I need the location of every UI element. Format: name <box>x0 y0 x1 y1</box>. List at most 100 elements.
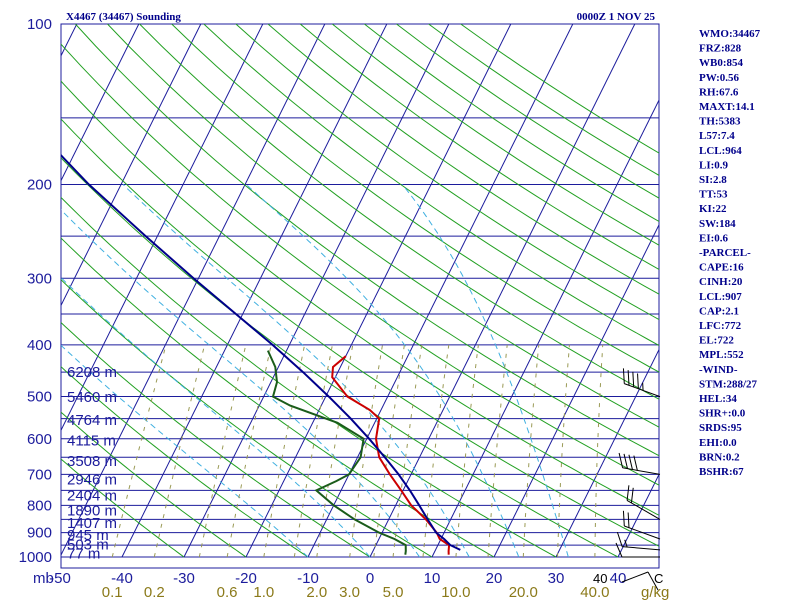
mixing-ratio-label: 5.0 <box>383 584 404 600</box>
mixing-ratio-line <box>594 344 604 557</box>
dry-adiabat-line <box>171 24 659 373</box>
isotherm-line <box>61 24 326 557</box>
mixing-ratio-line <box>373 344 405 558</box>
wind-barb-flag <box>627 370 630 386</box>
dry-adiabat-line <box>61 458 185 558</box>
pressure-tick-label: 1000 <box>19 549 52 566</box>
dry-adiabat-line <box>61 157 619 558</box>
index-text: SW:184 <box>699 218 736 230</box>
mixing-ratio-line <box>316 344 354 558</box>
temperature-tick-label: -10 <box>297 570 319 587</box>
moist-adiabat-line <box>61 344 309 558</box>
index-text: BSHR:67 <box>699 466 744 478</box>
pressure-tick-label: 400 <box>27 337 52 354</box>
wind-barb <box>622 368 661 398</box>
moist-adiabat-line <box>61 276 371 558</box>
mixing-ratio-line <box>392 344 423 558</box>
mixing-ratio-line <box>293 344 333 558</box>
isotherm-line <box>61 24 202 307</box>
wind-barb-staff <box>622 467 661 475</box>
index-text: LFC:772 <box>699 320 742 332</box>
index-text: CAPE:16 <box>699 262 744 274</box>
wind-barb-flag <box>628 454 633 470</box>
temperature-tick-label: -30 <box>173 570 195 587</box>
wind-barb-staff <box>624 383 661 398</box>
index-text: EL:722 <box>699 335 734 347</box>
index-text: EI:0.6 <box>699 232 729 244</box>
isotherm-line <box>61 24 264 432</box>
height-label: 77 m <box>67 546 100 563</box>
wind-barb-flag <box>633 455 638 471</box>
wind-barb <box>616 531 661 551</box>
hodograph-label-40: 40 <box>593 571 607 586</box>
wind-barbs <box>615 368 661 558</box>
temperature-tick-label: 20 <box>486 570 503 587</box>
moist-adiabat-line <box>402 184 569 558</box>
dry-adiabat-line <box>61 411 247 558</box>
isotherm-line <box>245 24 512 558</box>
moist-adiabat-line <box>245 184 520 558</box>
dry-adiabat-line <box>61 80 659 516</box>
index-text: L57:7.4 <box>699 130 735 142</box>
isotherm-line <box>0 24 15 557</box>
moist-adiabat-line <box>61 209 421 558</box>
mixing-ratio-label: 20.0 <box>509 584 538 600</box>
wind-barb-half-flag <box>642 382 644 391</box>
index-text: RH:67.6 <box>699 86 739 98</box>
temperature-tick-label: -20 <box>235 570 257 587</box>
indices-panel: WMO:34467 FRZ:828 WB0:854 PW:0.56 RH:67.6 MAX… <box>699 28 761 478</box>
index-text: SI:2.8 <box>699 174 727 186</box>
index-text: SRDS:95 <box>699 422 742 434</box>
pressure-tick-label: 500 <box>27 389 52 406</box>
index-text: TT:53 <box>699 189 728 201</box>
mixing-ratio-line <box>111 344 167 558</box>
index-text: CAP:2.1 <box>699 305 739 317</box>
mixing-ratio-label: 0.1 <box>102 584 123 600</box>
wind-barb <box>626 485 661 520</box>
dry-adiabat-line <box>203 24 659 347</box>
mixing-ratio-label: 2.0 <box>306 584 327 600</box>
height-label: 1890 m <box>67 503 117 520</box>
height-label: 2946 m <box>67 471 117 488</box>
wind-barb-flag <box>626 485 630 501</box>
mixing-ratio-label: 1.0 <box>253 584 274 600</box>
isotherm-line <box>369 24 636 558</box>
index-text: -WIND- <box>699 364 738 376</box>
height-label: 6208 m <box>67 364 117 381</box>
index-text: BRN:0.2 <box>699 451 740 463</box>
pressure-tick-label: 800 <box>27 497 52 514</box>
pressure-tick-label: 900 <box>27 525 52 542</box>
temperature-curve <box>331 355 451 555</box>
temperature-tick-label: 0 <box>366 570 374 587</box>
mixing-ratio-line <box>522 344 540 558</box>
dry-adiabat-line <box>61 237 495 558</box>
dry-adiabat-line <box>61 366 309 558</box>
mixing-ratio-line <box>557 344 570 557</box>
wind-barb <box>622 510 661 540</box>
isotherm-line <box>307 24 574 558</box>
parcel-curve <box>61 153 461 551</box>
dry-adiabat-line <box>61 279 433 558</box>
mixing-ratio-line <box>455 344 479 558</box>
index-text: KI:22 <box>699 203 727 215</box>
pressure-unit-label: mb <box>33 570 54 587</box>
mixing-ratio-label: 0.6 <box>217 584 238 600</box>
height-label: 2404 m <box>67 488 117 505</box>
isotherm-line <box>555 348 659 558</box>
height-label: 3508 m <box>67 453 117 470</box>
index-text: EHI:0.0 <box>699 437 737 449</box>
height-label: 503 m <box>67 536 109 553</box>
chart-time: 0000Z 1 NOV 25 <box>577 11 656 23</box>
hodograph-label-c: C <box>654 571 663 586</box>
wind-barb-flag <box>616 531 623 547</box>
dry-adiabat-line <box>267 24 659 295</box>
mixing-ratio-line <box>422 344 450 558</box>
height-label: 4115 m <box>67 433 116 450</box>
index-text: WMO:34467 <box>699 28 761 40</box>
index-text: -PARCEL- <box>699 247 751 259</box>
temperature-tick-label: 40 <box>610 570 627 587</box>
mixing-ratio-unit-label: g/kg <box>641 584 669 600</box>
height-label: 5460 m <box>67 389 117 406</box>
temperature-tick-label: -40 <box>111 570 133 587</box>
dry-adiabat-line <box>61 43 659 486</box>
